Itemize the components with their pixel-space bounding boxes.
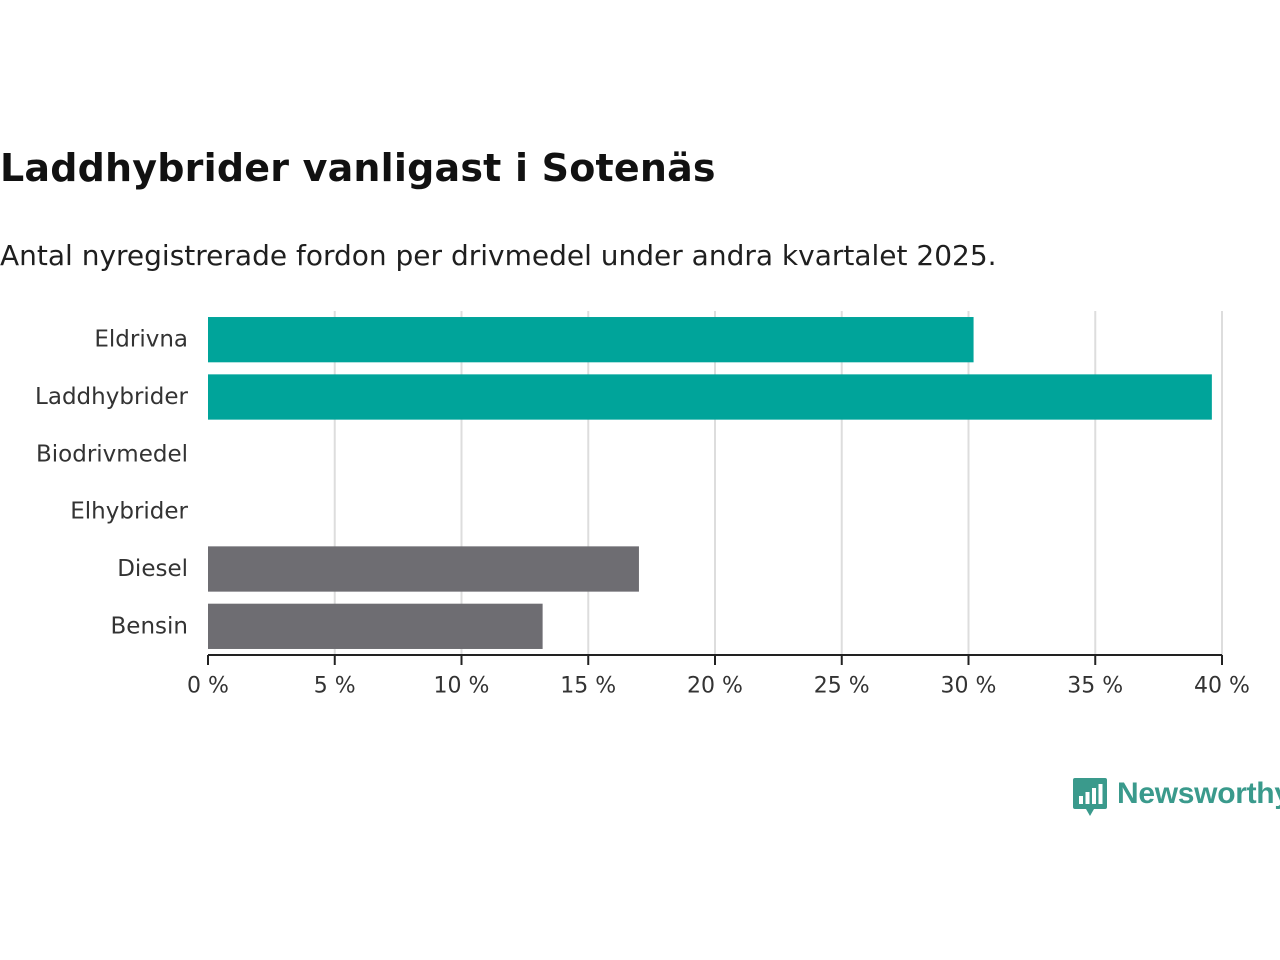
category-label: Elhybrider (70, 499, 188, 525)
chart-title: Laddhybrider vanligast i Sotenäs (0, 146, 716, 190)
category-label: Laddhybrider (35, 384, 188, 410)
x-tick-label: 20 % (687, 674, 743, 699)
x-tick-label: 25 % (814, 674, 870, 699)
x-tick-label: 15 % (560, 674, 616, 699)
x-tick-label: 10 % (434, 674, 490, 699)
bar-diesel (208, 546, 639, 592)
x-tick-label: 0 % (187, 674, 229, 699)
x-tick-label: 30 % (941, 674, 997, 699)
x-tick-label: 5 % (314, 674, 356, 699)
bar-laddhybrider (208, 374, 1212, 420)
newsworthy-logo: Newsworthy (1072, 776, 1280, 818)
category-labels: Eldrivna Laddhybrider Biodrivmedel Elhybrid… (35, 327, 188, 640)
bar-eldrivna (208, 317, 974, 363)
x-tick-label: 35 % (1067, 674, 1123, 699)
bar-bensin (208, 603, 543, 649)
category-label: Eldrivna (94, 327, 188, 353)
bar-chart-speech-bubble-icon (1073, 778, 1107, 816)
x-axis: 0 % 5 % 10 % 15 % 20 % 25 % 30 % 35 % 40 % (187, 654, 1250, 699)
bars (208, 317, 1212, 649)
category-label: Diesel (117, 556, 188, 582)
gridlines (333, 311, 1223, 655)
chart-subtitle: Antal nyregistrerade fordon per drivmede… (0, 239, 997, 272)
brand-name: Newsworthy (1117, 777, 1280, 810)
category-label: Bensin (111, 613, 188, 639)
category-label: Biodrivmedel (36, 441, 188, 467)
x-tick-label: 40 % (1194, 674, 1250, 699)
